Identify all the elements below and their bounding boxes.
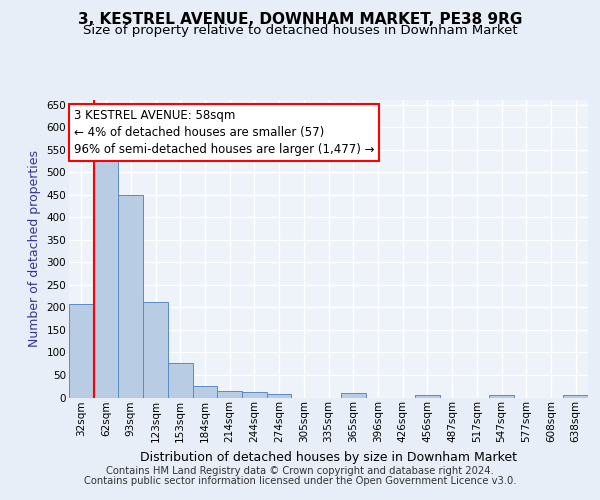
- X-axis label: Distribution of detached houses by size in Downham Market: Distribution of detached houses by size …: [140, 450, 517, 464]
- Bar: [118, 194, 143, 398]
- Bar: [415, 395, 440, 398]
- Bar: [69, 304, 94, 398]
- Bar: [563, 395, 588, 398]
- Bar: [193, 386, 217, 398]
- Bar: [242, 392, 267, 398]
- Bar: [168, 363, 193, 398]
- Text: Size of property relative to detached houses in Downham Market: Size of property relative to detached ho…: [83, 24, 517, 37]
- Bar: [94, 158, 118, 398]
- Bar: [143, 302, 168, 398]
- Text: Contains HM Land Registry data © Crown copyright and database right 2024.: Contains HM Land Registry data © Crown c…: [106, 466, 494, 476]
- Text: 3, KESTREL AVENUE, DOWNHAM MARKET, PE38 9RG: 3, KESTREL AVENUE, DOWNHAM MARKET, PE38 …: [78, 12, 522, 28]
- Y-axis label: Number of detached properties: Number of detached properties: [28, 150, 41, 348]
- Text: Contains public sector information licensed under the Open Government Licence v3: Contains public sector information licen…: [84, 476, 516, 486]
- Bar: [341, 394, 365, 398]
- Bar: [489, 395, 514, 398]
- Bar: [267, 394, 292, 398]
- Text: 3 KESTREL AVENUE: 58sqm
← 4% of detached houses are smaller (57)
96% of semi-det: 3 KESTREL AVENUE: 58sqm ← 4% of detached…: [74, 109, 374, 156]
- Bar: [217, 390, 242, 398]
